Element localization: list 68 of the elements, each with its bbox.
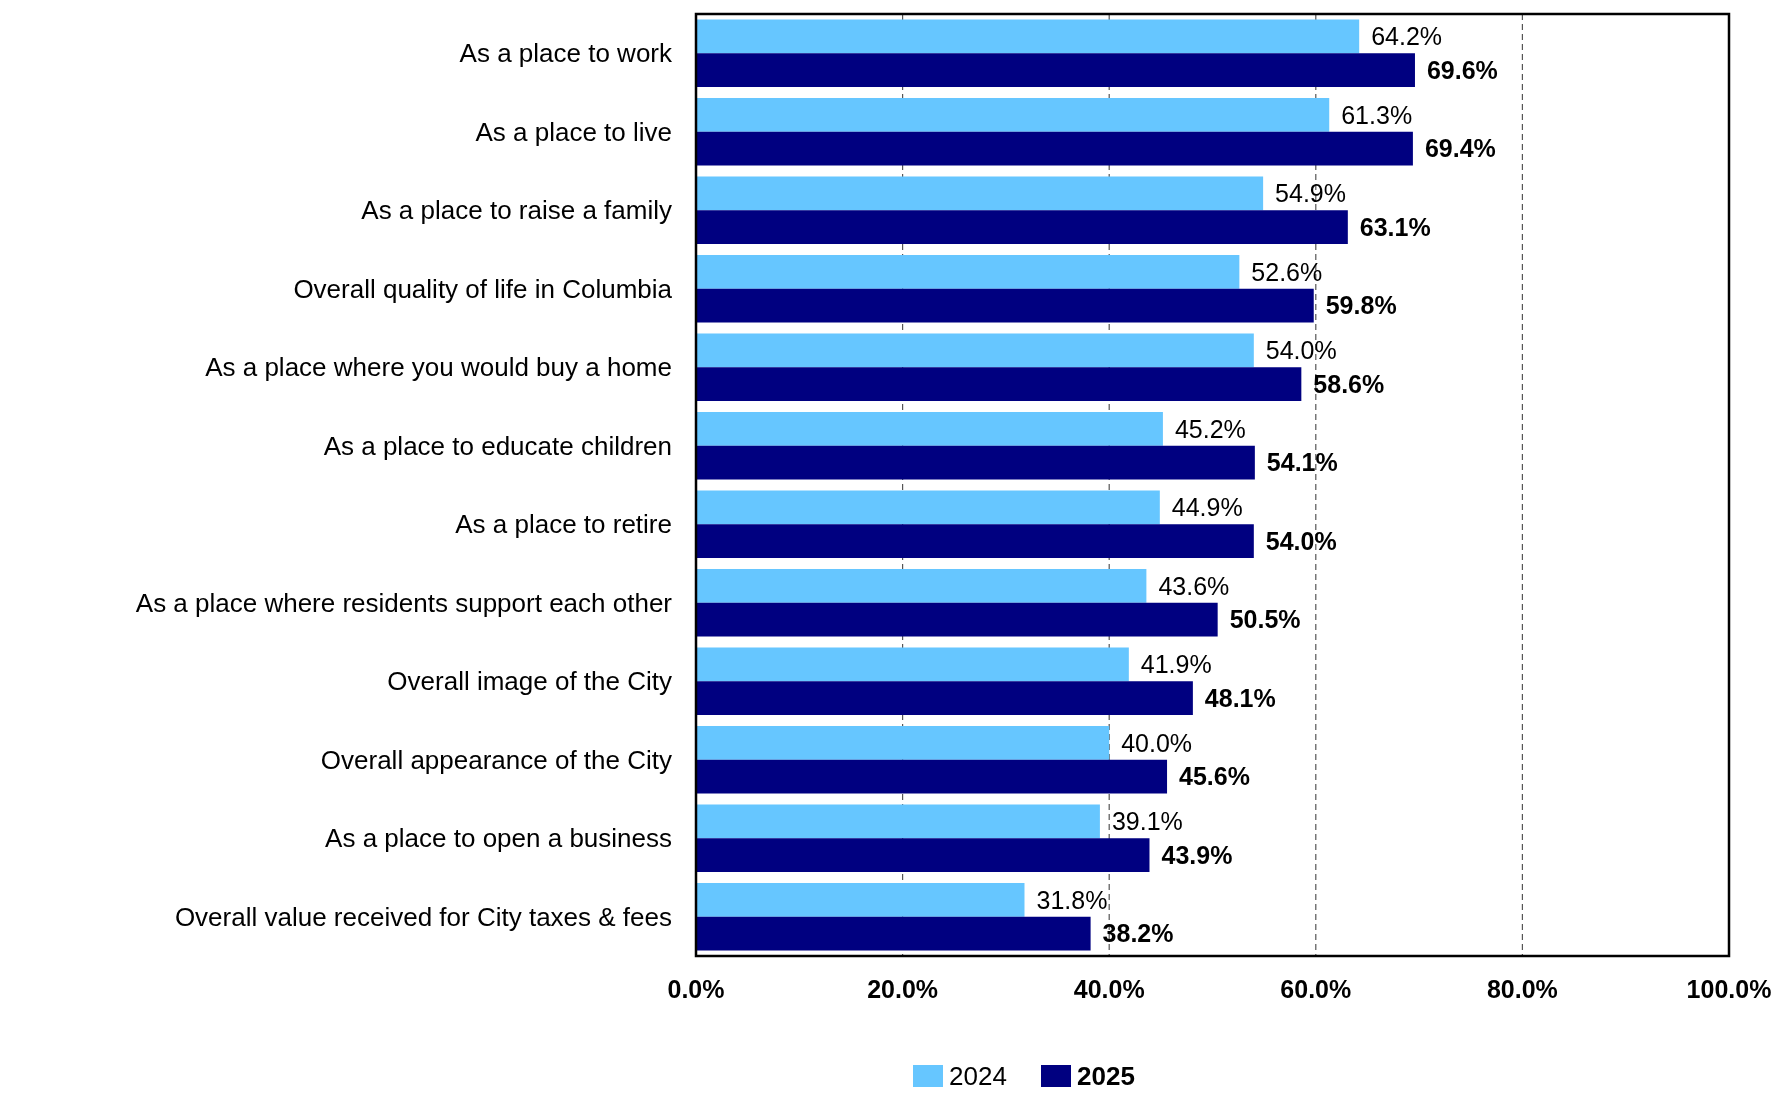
x-tick-label: 100.0% xyxy=(1686,975,1772,1003)
y-tick-label: As a place to retire xyxy=(455,509,672,540)
bar xyxy=(696,367,1302,402)
data-label: 54.9% xyxy=(1275,179,1347,208)
bar xyxy=(696,490,1160,525)
bar xyxy=(696,288,1314,323)
x-tick-label: 80.0% xyxy=(1486,975,1558,1003)
y-tick-label: Overall appearance of the City xyxy=(320,744,672,775)
bar xyxy=(696,569,1147,603)
data-label: 58.6% xyxy=(1313,369,1385,398)
y-tick-label: Overall quality of life in Columbia xyxy=(293,273,673,304)
y-tick-label: As a place to live xyxy=(475,116,672,147)
bar xyxy=(696,19,1360,54)
x-tick-label: 60.0% xyxy=(1280,975,1352,1003)
data-label: 61.3% xyxy=(1341,100,1413,129)
y-tick-label: As a place to raise a family xyxy=(361,195,672,226)
data-label: 44.9% xyxy=(1171,493,1243,522)
data-label: 64.2% xyxy=(1371,22,1443,51)
bar xyxy=(696,804,1100,839)
data-label: 48.1% xyxy=(1204,683,1276,712)
y-tick-label: Overall image of the City xyxy=(387,666,672,697)
data-label: 43.9% xyxy=(1161,840,1233,869)
y-tick-label: As a place where you would buy a home xyxy=(205,352,672,383)
data-label: 38.2% xyxy=(1102,919,1174,948)
data-label: 52.6% xyxy=(1251,257,1323,286)
bar xyxy=(696,647,1129,682)
bar xyxy=(696,255,1240,289)
data-label: 69.4% xyxy=(1424,134,1496,163)
data-label: 69.6% xyxy=(1426,55,1498,84)
bar xyxy=(696,210,1348,245)
bar xyxy=(696,916,1091,951)
y-tick-label: As a place to educate children xyxy=(323,430,672,461)
bar xyxy=(696,602,1218,637)
bar xyxy=(696,176,1264,211)
y-tick-label: Overall value received for City taxes & fees xyxy=(174,901,672,932)
data-label: 63.1% xyxy=(1359,212,1431,241)
data-label: 45.6% xyxy=(1179,762,1250,791)
bar xyxy=(696,333,1254,368)
data-label: 39.1% xyxy=(1111,807,1183,836)
bar xyxy=(696,681,1193,716)
bar xyxy=(696,445,1255,480)
bar xyxy=(696,53,1415,88)
data-label: 54.1% xyxy=(1266,448,1338,477)
x-tick-label: 20.0% xyxy=(867,975,939,1003)
bar xyxy=(696,131,1413,166)
data-label: 54.0% xyxy=(1265,526,1337,555)
bar xyxy=(696,759,1168,794)
bar xyxy=(696,838,1150,873)
legend-label: 2024 xyxy=(949,1061,1007,1092)
bar xyxy=(696,883,1025,917)
data-label: 45.2% xyxy=(1174,414,1246,443)
bar xyxy=(696,524,1254,559)
data-label: 40.0% xyxy=(1121,728,1193,757)
data-label: 43.6% xyxy=(1158,571,1230,600)
y-tick-label: As a place where residents support each other xyxy=(135,587,673,618)
y-tick-label: As a place to open a business xyxy=(325,823,672,854)
bar xyxy=(696,98,1330,132)
bar xyxy=(696,726,1110,760)
bar xyxy=(696,412,1163,446)
data-label: 54.0% xyxy=(1265,336,1337,365)
x-tick-label: 0.0% xyxy=(667,975,725,1003)
x-tick-label: 40.0% xyxy=(1073,975,1145,1003)
data-label: 50.5% xyxy=(1229,605,1301,634)
y-tick-label: As a place to work xyxy=(459,38,673,69)
legend-label: 2025 xyxy=(1077,1061,1135,1092)
data-label: 59.8% xyxy=(1325,291,1397,320)
data-label: 31.8% xyxy=(1036,885,1108,914)
data-label: 41.9% xyxy=(1140,650,1212,679)
